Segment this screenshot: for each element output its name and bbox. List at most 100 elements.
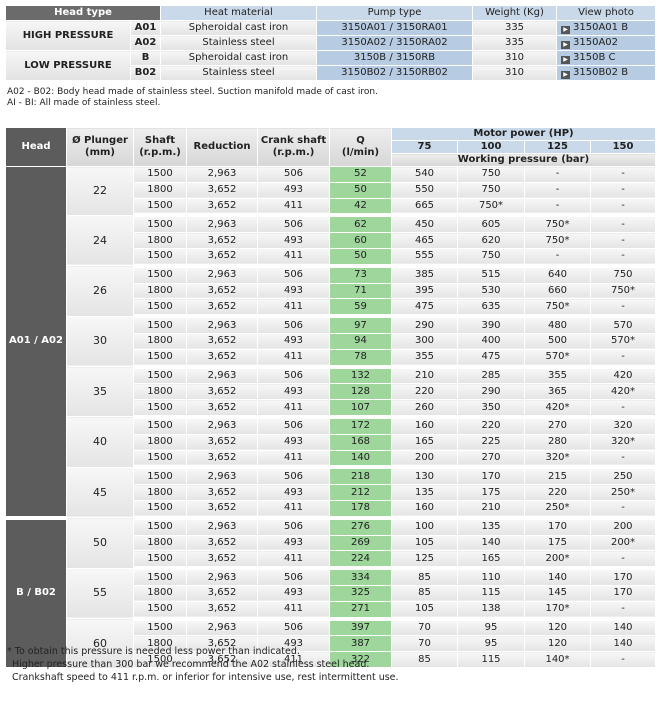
photo-link[interactable]: ▶ 3150A01 B: [556, 20, 656, 36]
cell: 1500: [133, 348, 187, 369]
cell: 218: [329, 466, 392, 486]
cell: 3,652: [186, 197, 258, 218]
row: 1500 3,652 411 178 160 210 250* -: [6, 499, 656, 520]
photo-icon: ▶: [561, 26, 570, 34]
row: 40 1500 2,963 506 172 160 220 270 320: [6, 416, 656, 468]
cell: 160: [391, 499, 458, 520]
cell: 411: [257, 298, 330, 319]
cell: 750: [457, 181, 525, 199]
cell: -: [590, 600, 656, 621]
photo-link[interactable]: ▶ 3150A02: [556, 35, 656, 51]
row: 1500 3,652 411 42 665 750* - -: [6, 197, 656, 218]
cell: 1500: [133, 567, 187, 586]
head-type-table: Head type Heat material Pump type Weight (K…: [5, 5, 656, 81]
cell: 411: [257, 499, 330, 520]
cell: 224: [329, 550, 392, 571]
photo-link[interactable]: ▶ 3150B02 B: [556, 65, 656, 81]
cell: 70: [391, 618, 458, 637]
cell: 2,963: [186, 315, 258, 334]
cell: 3,652: [186, 484, 258, 501]
cell: 290: [457, 383, 525, 401]
column-header: Shaft (r.p.m.): [133, 127, 187, 167]
cell: 60: [329, 232, 392, 249]
cell: 390: [457, 315, 525, 334]
cell: 160: [391, 416, 458, 435]
header-row: Head Ø Plunger (mm) Shaft (r.p.m.) Reduction C…: [5, 127, 656, 167]
cell: 73: [329, 265, 392, 284]
row: B / B02 50 1500 2,963 506 276 100 135 170 200: [5, 517, 656, 671]
cell: 78: [329, 348, 392, 369]
cell: 395: [391, 282, 458, 300]
cell: 480: [524, 315, 591, 334]
row: 1500 3,652 411 271 105 138 170* -: [6, 600, 656, 621]
header-row: 75 100 125 150: [6, 140, 656, 154]
row: 45 1500 2,963 506 218 130 170 215 250: [6, 466, 656, 519]
cell: 1800: [133, 181, 187, 199]
cell: 750*: [524, 214, 591, 234]
cell: 220: [457, 416, 525, 435]
plunger: 26: [66, 265, 134, 317]
cell: 605: [457, 214, 525, 234]
cell: 115: [457, 651, 525, 671]
cell: -: [590, 247, 656, 268]
plunger: 40: [66, 416, 134, 468]
head-label: B / B02: [5, 517, 67, 671]
cell: 570*: [524, 348, 591, 369]
row: 1800 3,652 493 168 165 225 280 320*: [6, 433, 656, 451]
footnote: Crankshaft speed to 411 r.p.m. or inferi…: [12, 672, 399, 683]
cell: 105: [391, 600, 458, 621]
cell: -: [524, 181, 591, 199]
header-line: (r.p.m.): [272, 147, 315, 158]
cell: -: [590, 197, 656, 218]
cell: 620: [457, 232, 525, 249]
cell: 270: [457, 449, 525, 470]
cell: 506: [257, 618, 330, 637]
cell: 1500: [133, 550, 187, 571]
cell: -: [590, 499, 656, 520]
cell: 52: [329, 166, 392, 183]
plunger: 30: [66, 315, 134, 368]
cell: 50: [329, 247, 392, 268]
plunger: 60: [66, 618, 134, 670]
cell: 300: [391, 332, 458, 350]
cell: 290: [391, 315, 458, 334]
photo-link[interactable]: ▶ 3150B C: [556, 50, 656, 66]
cell: 506: [257, 466, 330, 486]
cell: -: [524, 247, 591, 268]
cell: 550: [391, 181, 458, 199]
cell: 138: [457, 600, 525, 621]
cell: 140*: [524, 651, 591, 671]
cell: 3,652: [186, 181, 258, 199]
cell: 3,652: [186, 651, 258, 671]
cell: 170: [457, 466, 525, 486]
cell: 2,963: [186, 166, 258, 183]
cell: 3,652: [186, 232, 258, 249]
cell: 105: [391, 534, 458, 552]
row: 1500 3,652 411 140 200 270 320* -: [6, 449, 656, 470]
column-header: Reduction: [186, 127, 258, 167]
photo-icon: ▶: [561, 41, 570, 49]
footnote: * To obtain this pressure is needed less…: [7, 646, 300, 657]
column-header: Head: [5, 127, 67, 167]
cell: 70: [391, 635, 458, 653]
row: 1800 3,652 493 94 300 400 500 570*: [6, 332, 656, 350]
photo-icon: ▶: [561, 56, 570, 64]
photo-code: 3150A02: [573, 37, 619, 48]
footnote: Higher pressure than 300 bar we recommen…: [12, 659, 370, 670]
cell: 555: [391, 247, 458, 268]
pressure-label: LOW PRESSURE: [5, 50, 131, 81]
cell: 210: [457, 499, 525, 520]
cell: 320*: [524, 449, 591, 470]
cell: Stainless steel: [160, 65, 317, 81]
cell: 400: [457, 332, 525, 350]
note: AI - BI: All made of stainless steel.: [7, 98, 161, 108]
photo-icon: ▶: [561, 71, 570, 79]
cell: 365: [524, 383, 591, 401]
cell: 140: [329, 449, 392, 470]
cell: 107: [329, 399, 392, 419]
cell: 1800: [133, 534, 187, 552]
cell: 335: [472, 20, 557, 36]
cell: 335: [472, 35, 557, 51]
photo-code: 3150A01 B: [573, 22, 629, 33]
row: 55 1500 2,963 506 334 85 110 140 170: [6, 567, 656, 620]
